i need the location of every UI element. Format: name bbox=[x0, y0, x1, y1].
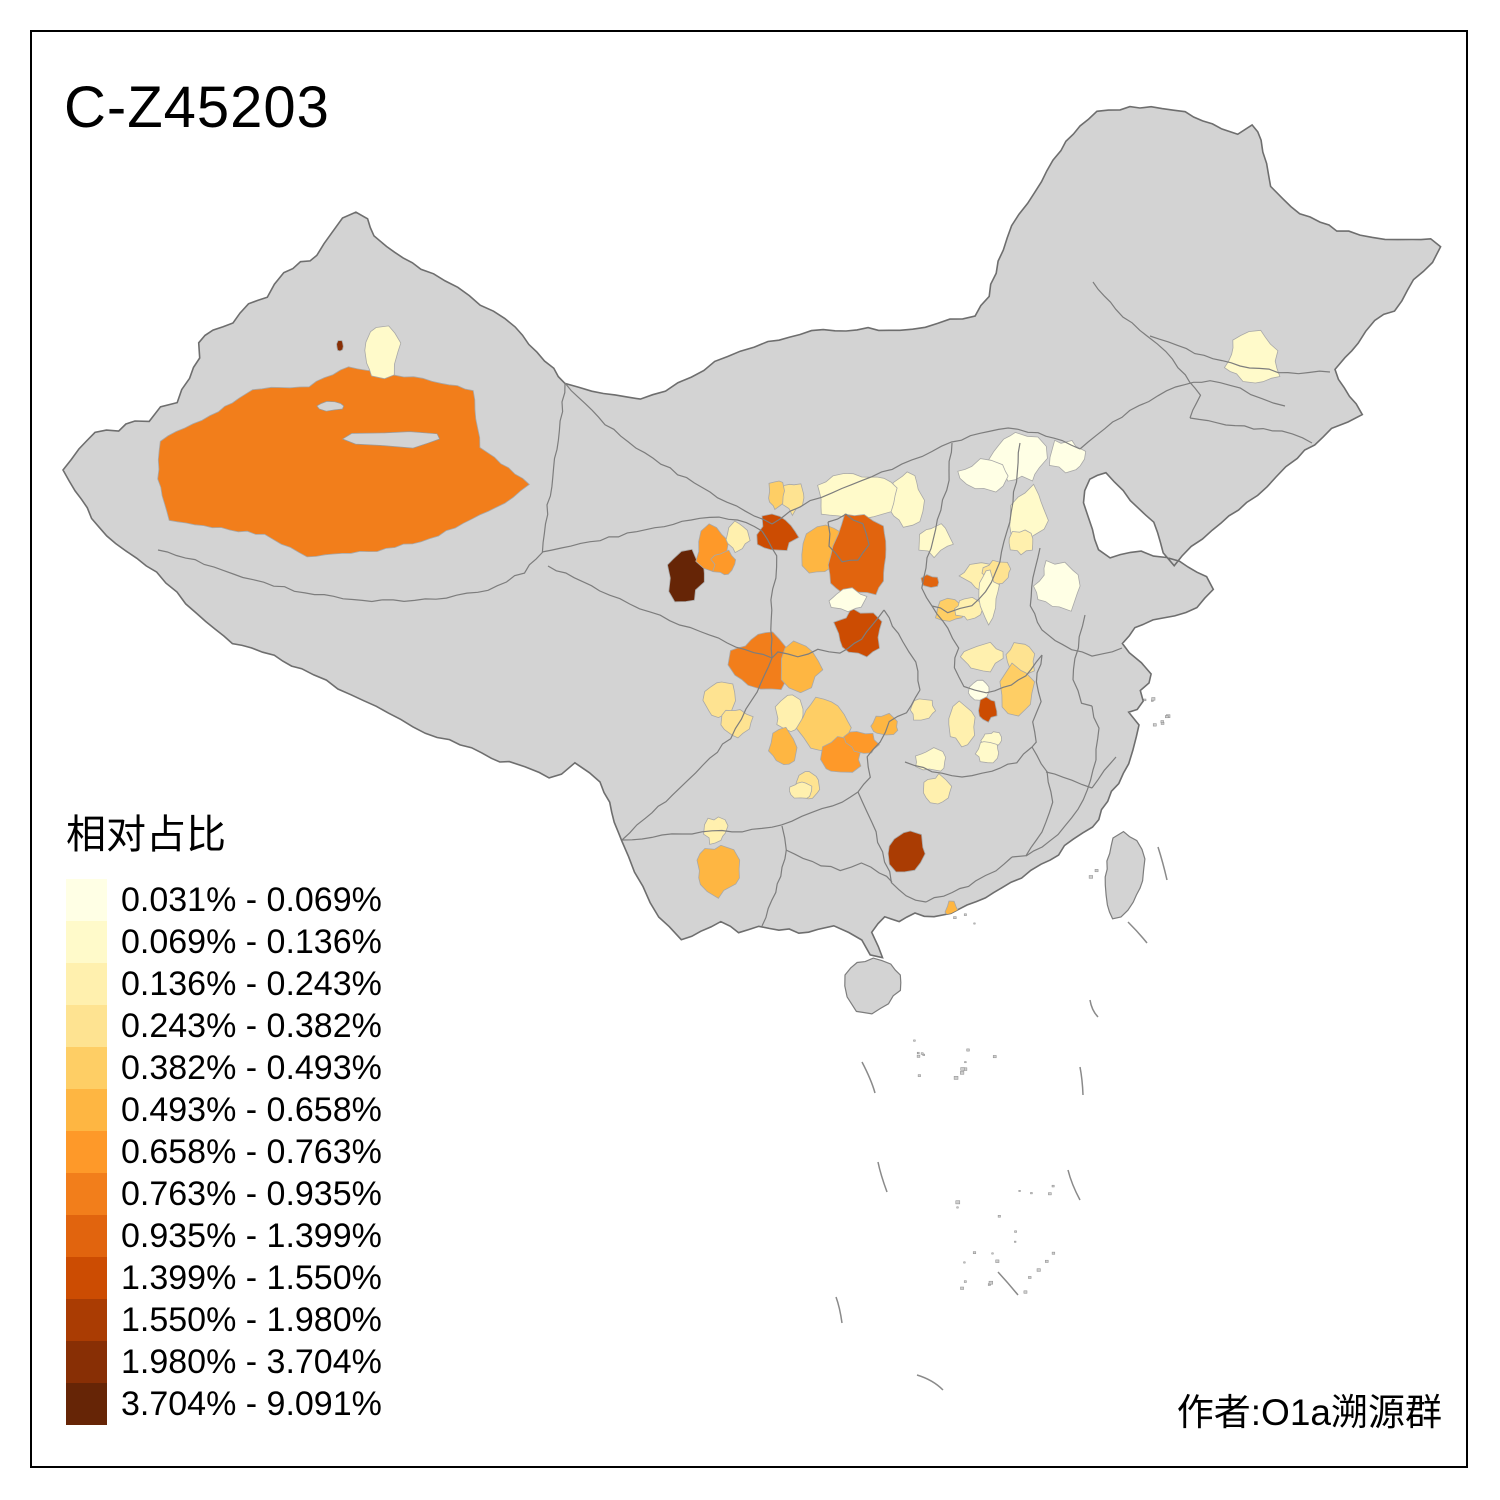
legend-row: 1.399% - 1.550% bbox=[66, 1257, 382, 1299]
legend-label: 1.399% - 1.550% bbox=[121, 1258, 382, 1297]
legend-row: 3.704% - 9.091% bbox=[66, 1383, 382, 1425]
legend-swatch bbox=[66, 1089, 107, 1131]
region-blobs bbox=[157, 325, 1281, 919]
legend-swatch bbox=[66, 1047, 107, 1089]
map-region bbox=[1033, 559, 1081, 612]
map-region bbox=[768, 726, 798, 766]
map-region bbox=[710, 549, 737, 576]
legend-label: 0.763% - 0.935% bbox=[121, 1174, 382, 1213]
nine-dash-line bbox=[835, 846, 1168, 1391]
map-region bbox=[828, 587, 868, 613]
legend-rows: 0.031% - 0.069% 0.069% - 0.136% 0.136% - 0… bbox=[66, 879, 382, 1425]
legend-row: 0.136% - 0.243% bbox=[66, 963, 382, 1005]
legend-swatch bbox=[66, 879, 107, 921]
legend-label: 0.069% - 0.136% bbox=[121, 922, 382, 961]
legend-swatch bbox=[66, 1299, 107, 1341]
legend-label: 0.493% - 0.658% bbox=[121, 1090, 382, 1129]
map-region bbox=[833, 607, 883, 658]
map-region bbox=[827, 513, 887, 596]
legend-row: 0.031% - 0.069% bbox=[66, 879, 382, 921]
map-region bbox=[157, 366, 530, 558]
map-region bbox=[774, 694, 804, 733]
taiwan-island bbox=[1104, 830, 1146, 920]
attribution-text: 作者:O1a溯源群 bbox=[1176, 1392, 1442, 1433]
legend-row: 0.069% - 0.136% bbox=[66, 921, 382, 963]
plot-frame bbox=[30, 30, 1468, 1468]
map-region bbox=[909, 698, 937, 721]
map-region bbox=[954, 596, 984, 621]
legend-swatch bbox=[66, 963, 107, 1005]
legend-row: 0.935% - 1.399% bbox=[66, 1215, 382, 1257]
legend-row: 0.382% - 0.493% bbox=[66, 1047, 382, 1089]
map-region bbox=[1048, 439, 1087, 474]
legend-row: 0.493% - 0.658% bbox=[66, 1089, 382, 1131]
map-region bbox=[870, 712, 899, 736]
legend-label: 1.980% - 3.704% bbox=[121, 1342, 382, 1381]
map-region bbox=[788, 781, 813, 799]
legend: 相对占比 0.031% - 0.069% 0.069% - 0.136% 0.136… bbox=[66, 802, 382, 1425]
legend-swatch bbox=[66, 1215, 107, 1257]
legend-label: 0.136% - 0.243% bbox=[121, 964, 382, 1003]
map-region bbox=[915, 747, 947, 772]
lake bbox=[341, 431, 441, 449]
province-borders bbox=[157, 281, 1331, 927]
legend-swatch bbox=[66, 1257, 107, 1299]
map-region bbox=[978, 696, 998, 723]
legend-row: 0.763% - 0.935% bbox=[66, 1173, 382, 1215]
map-region bbox=[780, 640, 824, 694]
map-region bbox=[364, 325, 402, 380]
legend-label: 0.243% - 0.382% bbox=[121, 1006, 382, 1045]
map-region bbox=[948, 700, 976, 748]
map-region bbox=[1008, 529, 1034, 556]
legend-row: 1.550% - 1.980% bbox=[66, 1299, 382, 1341]
legend-label: 0.658% - 0.763% bbox=[121, 1132, 382, 1171]
small-islands bbox=[913, 697, 1171, 1294]
legend-row: 1.980% - 3.704% bbox=[66, 1341, 382, 1383]
map-region bbox=[725, 520, 751, 554]
page-title: C-Z45203 bbox=[64, 75, 330, 140]
legend-row: 0.243% - 0.382% bbox=[66, 1005, 382, 1047]
legend-label: 0.935% - 1.399% bbox=[121, 1216, 382, 1255]
hainan-island bbox=[844, 957, 902, 1015]
legend-label: 0.031% - 0.069% bbox=[121, 880, 382, 919]
legend-swatch bbox=[66, 1173, 107, 1215]
map-region bbox=[756, 513, 800, 551]
legend-swatch bbox=[66, 1341, 107, 1383]
legend-swatch bbox=[66, 921, 107, 963]
legend-swatch bbox=[66, 1131, 107, 1173]
map-region bbox=[974, 741, 1000, 764]
lake bbox=[316, 401, 345, 412]
legend-label: 3.704% - 9.091% bbox=[121, 1384, 382, 1423]
map-region bbox=[957, 458, 1009, 493]
map-region bbox=[720, 709, 754, 739]
map-region bbox=[1223, 329, 1281, 384]
legend-row: 0.658% - 0.763% bbox=[66, 1131, 382, 1173]
map-region bbox=[920, 574, 940, 588]
map-region bbox=[959, 641, 1004, 673]
map-region bbox=[336, 340, 344, 352]
map-region bbox=[696, 844, 741, 899]
legend-label: 1.550% - 1.980% bbox=[121, 1300, 382, 1339]
legend-label: 0.382% - 0.493% bbox=[121, 1048, 382, 1087]
legend-swatch bbox=[66, 1383, 107, 1425]
map-region bbox=[918, 523, 954, 559]
legend-swatch bbox=[66, 1005, 107, 1047]
map-region bbox=[978, 569, 1000, 626]
map-region bbox=[887, 830, 926, 873]
legend-title: 相对占比 bbox=[66, 813, 226, 857]
map-region bbox=[768, 480, 785, 511]
map-region bbox=[922, 773, 953, 805]
